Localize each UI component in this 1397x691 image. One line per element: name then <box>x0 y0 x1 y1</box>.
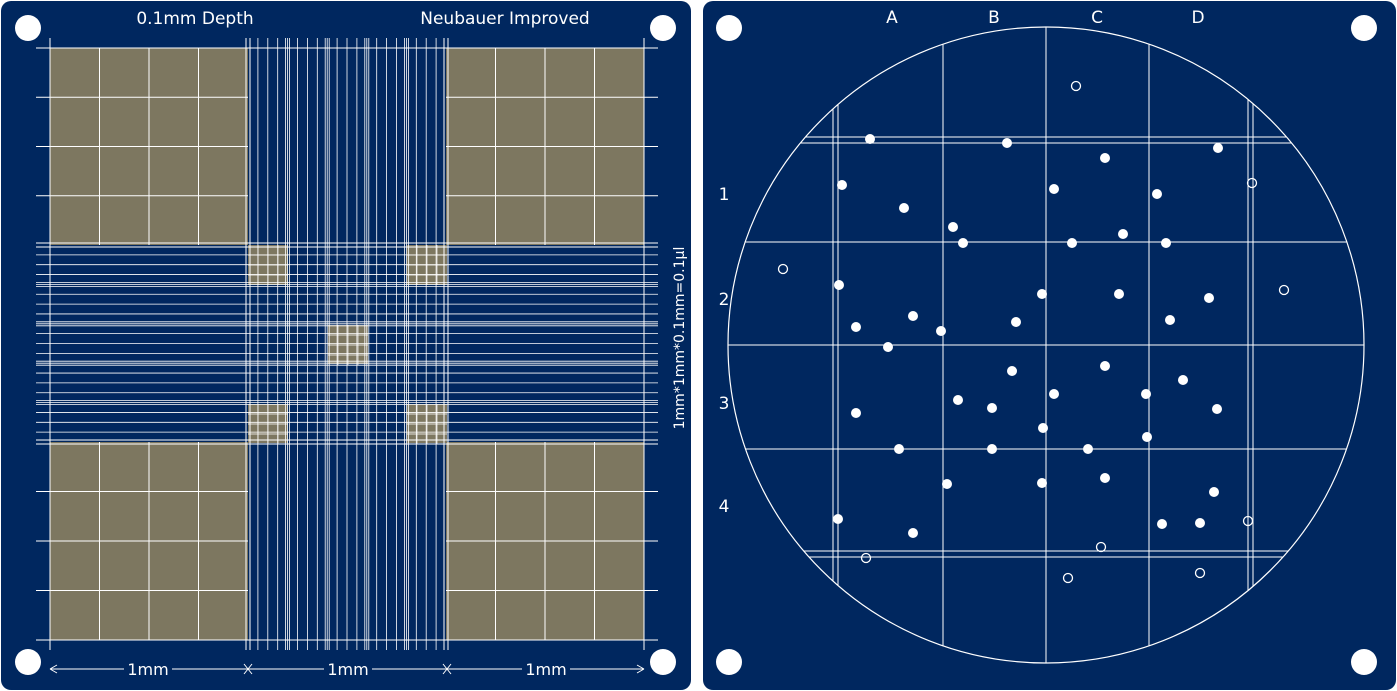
column-label-d: D <box>1191 8 1204 28</box>
counting-grid <box>36 38 658 650</box>
counted-cell <box>948 222 958 232</box>
mounting-hole-icon <box>650 649 676 675</box>
depth-label: 0.1mm Depth <box>136 9 253 29</box>
counted-cell <box>987 403 997 413</box>
row-label-2: 2 <box>719 290 730 310</box>
counted-cell <box>987 444 997 454</box>
scale-label-center: 1mm <box>327 660 368 679</box>
excluded-cell <box>1246 177 1258 189</box>
counted-cell <box>1100 473 1110 483</box>
mounting-hole-icon <box>716 15 742 41</box>
counted-cell <box>833 514 843 524</box>
counted-cell <box>1213 143 1223 153</box>
chamber-type-label: Neubauer Improved <box>420 9 589 29</box>
counted-cell <box>865 134 875 144</box>
counted-cell <box>1204 293 1214 303</box>
left-board: 1mm 1mm 1mm 0.1mm Depth Neubauer Improve… <box>1 1 691 690</box>
counted-cell <box>1195 518 1205 528</box>
counted-cell <box>958 238 968 248</box>
counted-cell <box>851 408 861 418</box>
counted-cell <box>1178 375 1188 385</box>
excluded-cell <box>860 552 872 564</box>
column-label-b: B <box>988 8 1000 28</box>
counted-cell <box>1007 366 1017 376</box>
counted-cell <box>894 444 904 454</box>
counted-cell <box>1049 184 1059 194</box>
counted-cell <box>942 479 952 489</box>
counted-cell <box>1118 229 1128 239</box>
counted-cell <box>883 342 893 352</box>
mounting-hole-icon <box>1351 649 1377 675</box>
counted-cell <box>899 203 909 213</box>
counted-cell <box>1037 289 1047 299</box>
mounting-hole-icon <box>716 649 742 675</box>
small-square-subgrid <box>248 245 447 444</box>
counted-cell <box>1100 153 1110 163</box>
counted-cell <box>1165 315 1175 325</box>
mounting-hole-icon <box>15 15 41 41</box>
counted-cell <box>1011 317 1021 327</box>
counted-cell <box>1161 238 1171 248</box>
column-label-c: C <box>1091 8 1103 28</box>
counted-cell <box>1152 189 1162 199</box>
excluded-cell <box>1070 80 1082 92</box>
row-label-4: 4 <box>719 497 730 517</box>
counted-cell <box>908 528 918 538</box>
mounting-hole-icon <box>1351 15 1377 41</box>
scale-label-left: 1mm <box>127 660 168 679</box>
excluded-cell <box>1194 567 1206 579</box>
counted-cell <box>1212 404 1222 414</box>
row-label-3: 3 <box>719 394 730 414</box>
mounting-hole-icon <box>650 15 676 41</box>
counted-cell <box>1083 444 1093 454</box>
counted-cell <box>1100 361 1110 371</box>
counted-cell <box>1067 238 1077 248</box>
counted-cell <box>908 311 918 321</box>
column-label-a: A <box>886 8 898 28</box>
counted-cell <box>834 280 844 290</box>
counted-cell <box>837 180 847 190</box>
row-label-1: 1 <box>719 185 730 205</box>
counted-cell <box>1142 432 1152 442</box>
right-board: A B C D 1 2 3 4 <box>703 1 1396 690</box>
counted-cell <box>1037 478 1047 488</box>
excluded-cell <box>1242 515 1254 527</box>
excluded-cell <box>1278 284 1290 296</box>
volume-label: 1mm*1mm*0.1mm=0.1μl <box>672 247 688 430</box>
counted-cell <box>851 322 861 332</box>
scale-label-right: 1mm <box>525 660 566 679</box>
counted-cell <box>953 395 963 405</box>
counted-cell <box>1038 423 1048 433</box>
excluded-cell <box>1062 572 1074 584</box>
counted-cell <box>936 326 946 336</box>
magnified-grid <box>728 27 1364 663</box>
counted-cell <box>1002 138 1012 148</box>
counted-cell <box>1049 389 1059 399</box>
counted-cell <box>1114 289 1124 299</box>
mounting-hole-icon <box>15 649 41 675</box>
excluded-cell <box>777 263 789 275</box>
counted-cell <box>1209 487 1219 497</box>
cells <box>777 80 1290 584</box>
excluded-cell <box>1095 541 1107 553</box>
counted-cell <box>1157 519 1167 529</box>
counted-cell <box>1141 389 1151 399</box>
